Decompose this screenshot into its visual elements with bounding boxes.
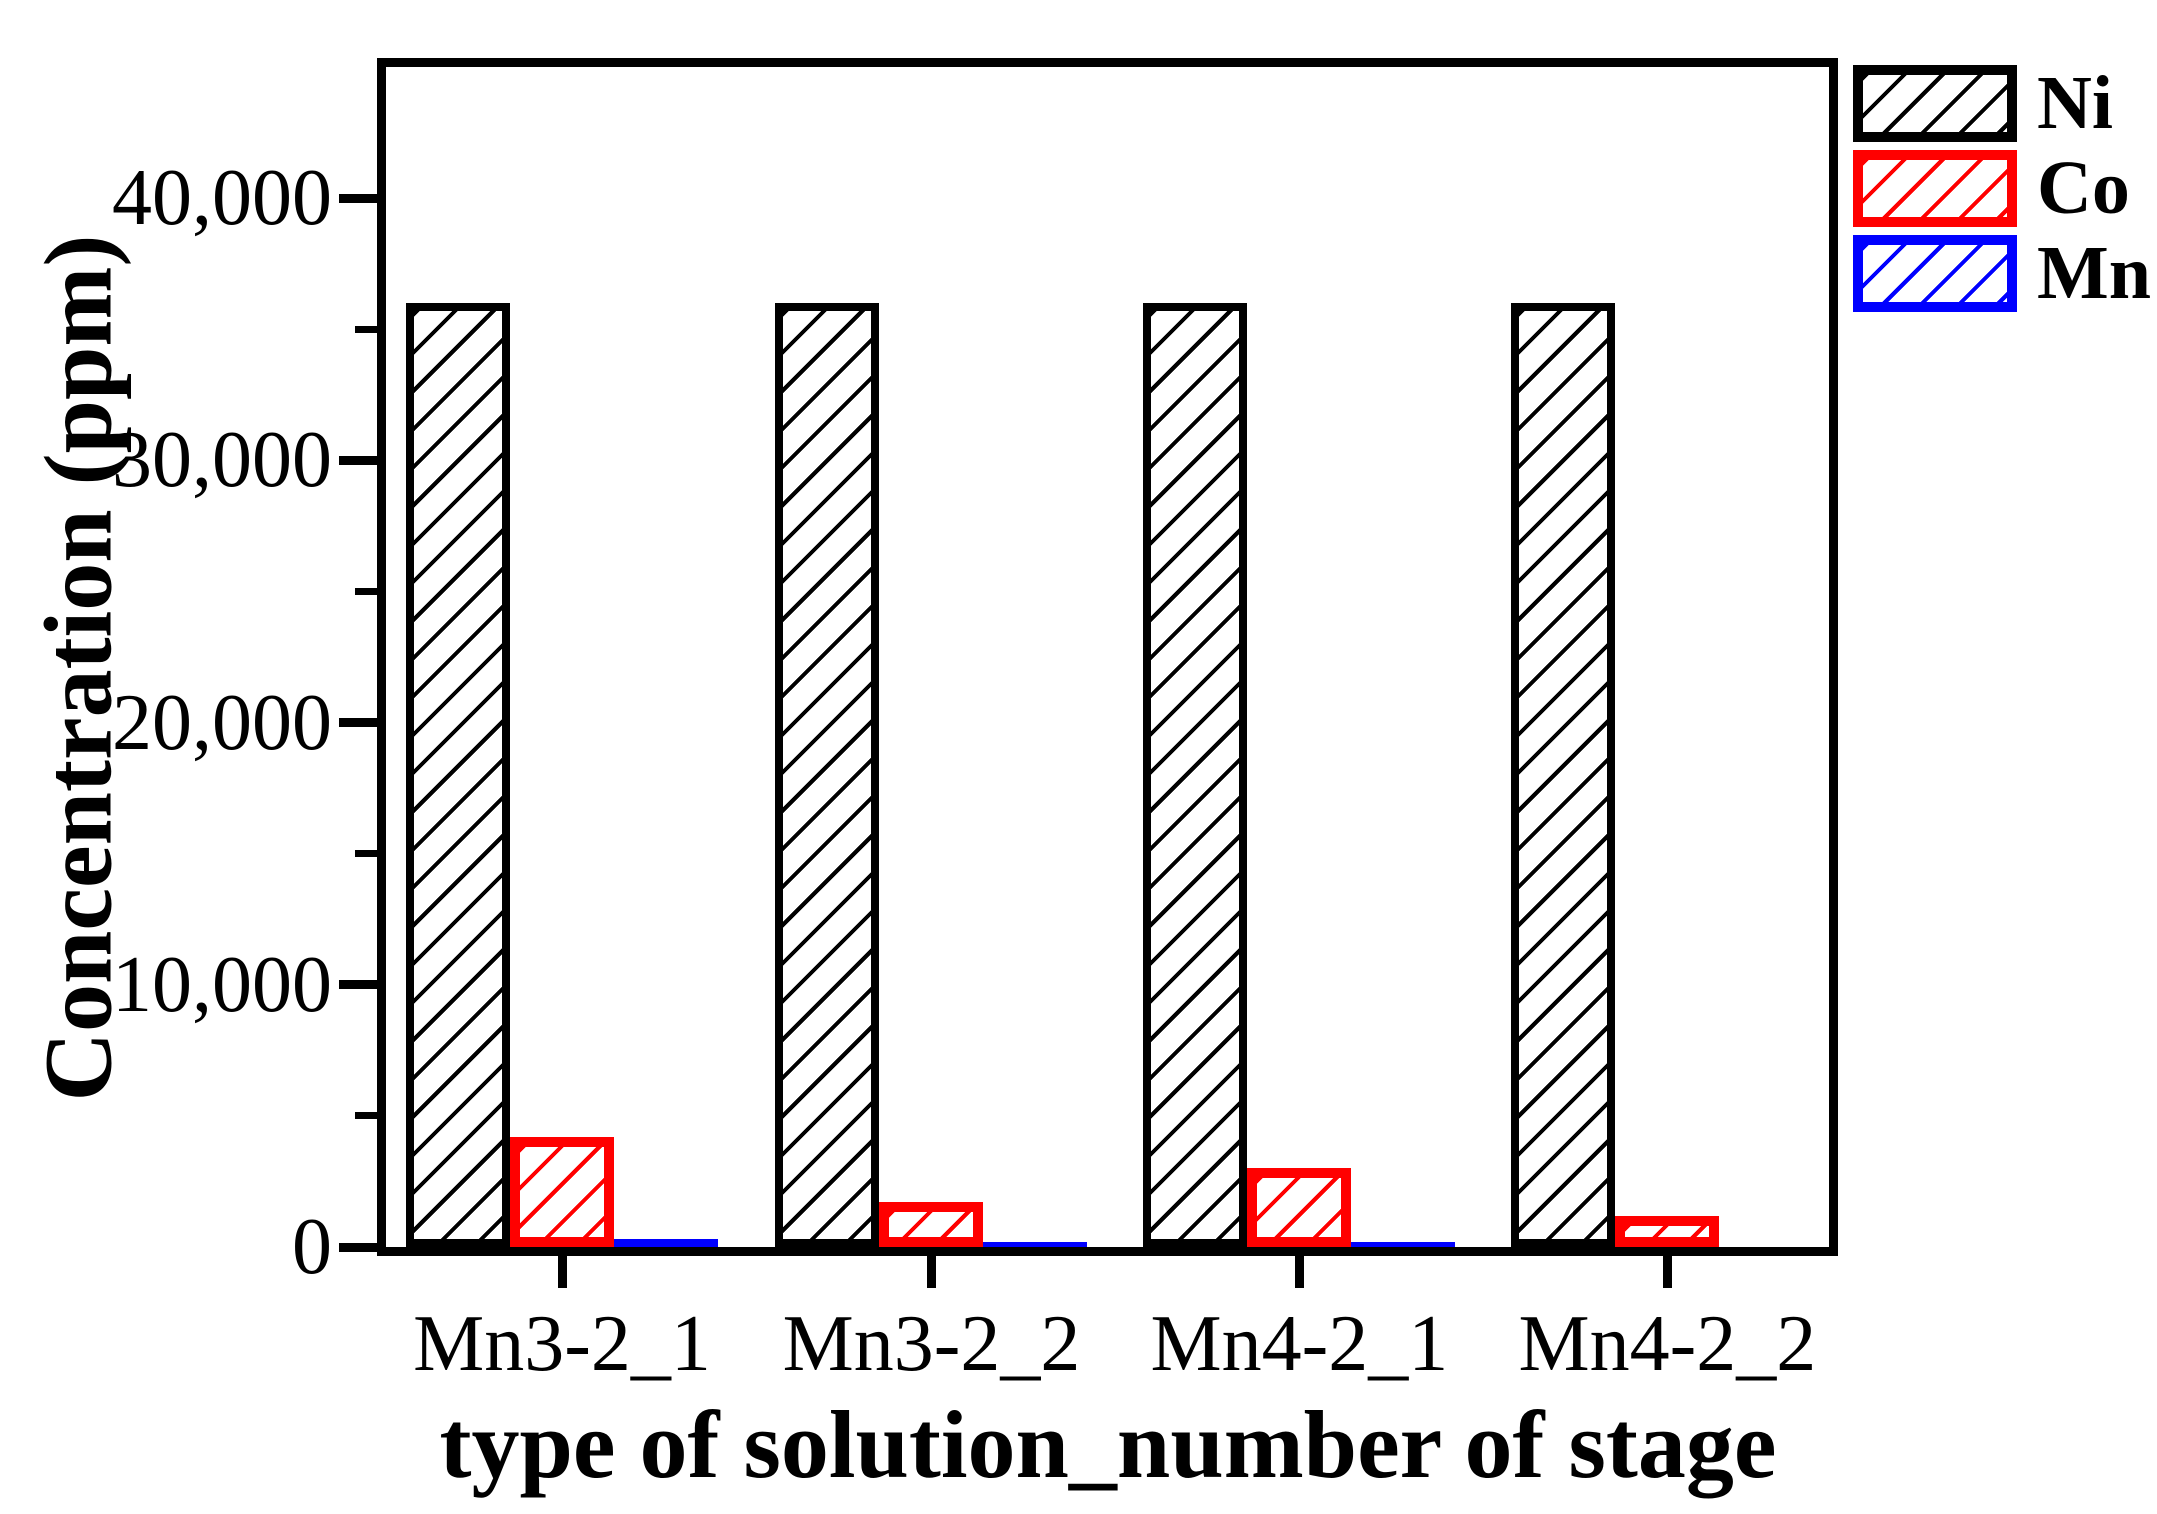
x-tick [1662, 1256, 1672, 1288]
y-minor-tick [355, 325, 377, 333]
y-minor-tick [355, 1112, 377, 1120]
legend-item-ni: Ni [1853, 65, 2151, 142]
x-tick-label-mn3-2_1: Mn3-2_1 [413, 1300, 711, 1388]
bar-co-mn4-2_1 [1247, 1168, 1352, 1247]
x-tick [557, 1256, 567, 1288]
legend-item-co: Co [1853, 150, 2151, 227]
x-tick-label-mn4-2_1: Mn4-2_1 [1150, 1300, 1449, 1388]
y-minor-tick [355, 587, 377, 595]
y-major-tick [339, 1242, 377, 1252]
legend-label-ni: Ni [2037, 61, 2113, 145]
bar-ni-mn4-2_1 [1143, 303, 1248, 1247]
y-tick-label: 40,000 [112, 154, 332, 243]
x-tick [926, 1256, 936, 1288]
y-minor-tick [355, 850, 377, 858]
legend: Ni Co Mn [1853, 65, 2151, 312]
y-major-tick [339, 980, 377, 990]
bar-mn-mn4-2_1 [1351, 1242, 1456, 1247]
bar-ni-mn3-2_2 [775, 303, 880, 1247]
bar-ni-mn4-2_2 [1511, 303, 1616, 1247]
bar-mn-mn3-2_1 [614, 1239, 719, 1247]
legend-swatch-mn [1853, 235, 2017, 312]
legend-label-mn: Mn [2037, 231, 2151, 315]
legend-label-co: Co [2037, 146, 2130, 230]
plot-area [377, 58, 1838, 1256]
bar-ni-mn3-2_1 [406, 303, 511, 1247]
y-tick-label: 30,000 [112, 416, 332, 505]
bar-co-mn4-2_2 [1615, 1215, 1720, 1247]
y-major-tick [339, 193, 377, 203]
x-tick-label-mn4-2_2: Mn4-2_2 [1518, 1300, 1817, 1388]
x-axis-title: type of solution_number of stage [439, 1391, 1777, 1498]
y-tick-label: 20,000 [112, 678, 332, 767]
bar-co-mn3-2_2 [879, 1202, 984, 1247]
bar-mn-mn3-2_2 [983, 1242, 1088, 1247]
legend-swatch-ni [1853, 65, 2017, 142]
legend-swatch-co [1853, 150, 2017, 227]
y-tick-label: 10,000 [112, 940, 332, 1029]
x-tick-label-mn3-2_2: Mn3-2_2 [782, 1300, 1081, 1388]
bar-co-mn3-2_1 [510, 1136, 615, 1247]
y-tick-label: 0 [292, 1203, 332, 1291]
legend-item-mn: Mn [1853, 235, 2151, 312]
y-major-tick [339, 455, 377, 465]
x-tick [1294, 1256, 1304, 1288]
y-major-tick [339, 718, 377, 728]
